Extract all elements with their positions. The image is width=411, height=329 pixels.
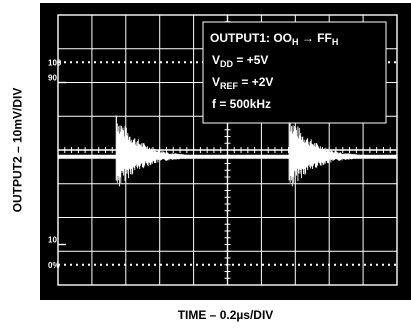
trace-layer (58, 115, 397, 187)
oscilloscope-chart: 100 90 10 0% OUTPUT1: OOH → FFH VDD = +5V V… (40, 3, 411, 300)
marker-label: 10 (48, 236, 57, 245)
marker-label: 100 (48, 58, 62, 67)
frequency-annotation: f = 500kHz (212, 97, 271, 111)
vdd-annotation: VDD = +5V (212, 53, 268, 69)
y-axis-label: OUTPUT2 – 10mV/DIV (10, 87, 24, 213)
y-axis-label-wrap: OUTPUT2 – 10mV/DIV (2, 0, 32, 300)
glitch-ringing (116, 123, 213, 187)
glitch-ringing (289, 123, 386, 187)
marker-label: 0% (48, 261, 60, 270)
x-axis-label: TIME – 0.2µs/DIV (177, 308, 274, 322)
output1-annotation: OUTPUT1: OOH → FFH (210, 31, 338, 47)
marker-label: 90 (48, 74, 57, 83)
vref-annotation: VREF = +2V (212, 75, 273, 91)
annotation-box (202, 21, 387, 124)
